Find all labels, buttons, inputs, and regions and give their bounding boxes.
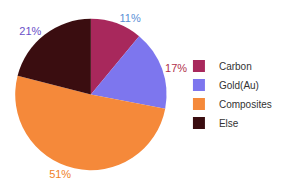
svg-text:Else: Else (219, 118, 239, 129)
svg-text:21%: 21% (19, 25, 41, 37)
svg-text:51%: 51% (49, 168, 71, 180)
svg-text:11%: 11% (120, 12, 141, 24)
svg-text:17%: 17% (165, 62, 187, 74)
svg-text:Composites: Composites (219, 99, 272, 110)
svg-text:Carbon: Carbon (219, 61, 252, 72)
svg-text:Gold(Au): Gold(Au) (219, 80, 259, 91)
